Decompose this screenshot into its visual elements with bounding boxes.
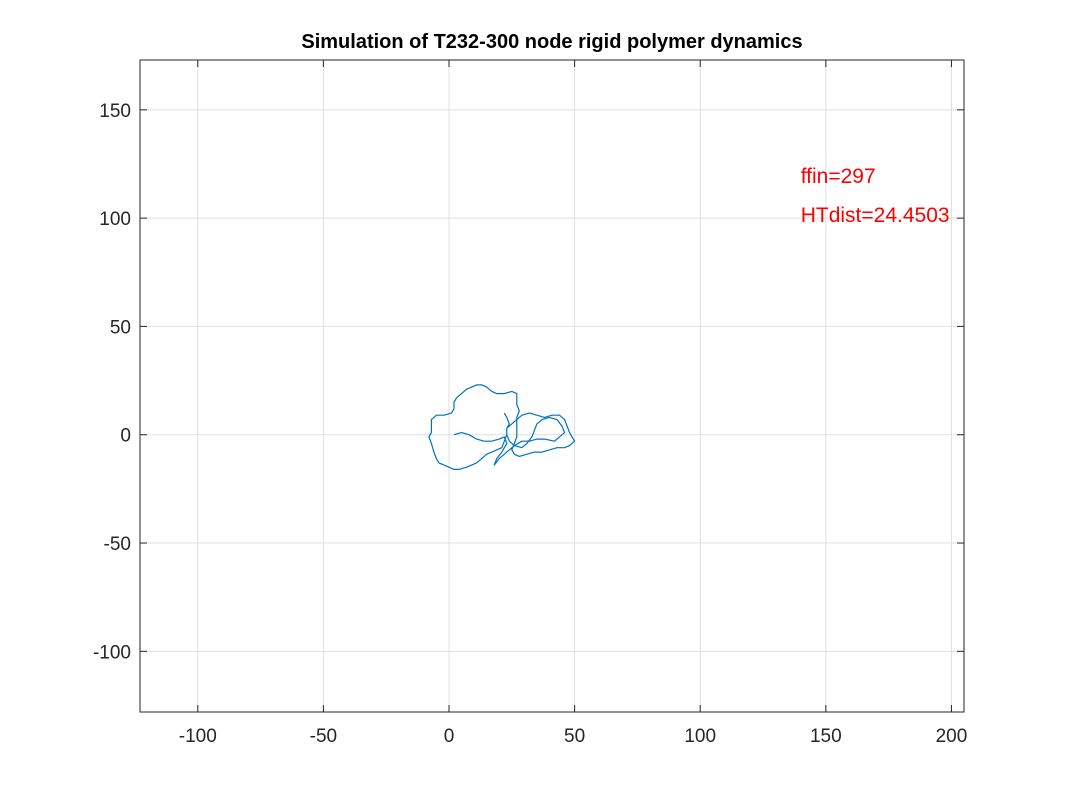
x-tick-label: 0 [444, 726, 455, 747]
plot-axes: -100 -50 0 50 100 150 200 -100 -50 0 50 100 150 Simul… [93, 31, 967, 747]
x-tick-label: 200 [936, 726, 968, 747]
x-tick-label: -100 [179, 726, 217, 747]
chart-annotation: ffin=297 [801, 165, 876, 188]
y-tick-label: 0 [120, 426, 131, 447]
y-tick-label: -50 [104, 534, 131, 555]
chart-annotation: HTdist=24.4503 [801, 204, 950, 227]
x-tick-label: -50 [310, 726, 337, 747]
axes-box [139, 59, 965, 713]
plot-area [140, 60, 964, 712]
y-tick-label: 100 [99, 209, 131, 230]
polymer-line [428, 384, 576, 470]
chart-title: Simulation of T232-300 node rigid polyme… [301, 31, 802, 53]
y-tick-label: 50 [110, 317, 131, 338]
y-tick-label: 150 [99, 101, 131, 122]
x-tick-label: 150 [810, 726, 842, 747]
y-tick-label: -100 [93, 642, 131, 663]
x-tick-label: 50 [564, 726, 585, 747]
x-tick-label: 100 [684, 726, 716, 747]
